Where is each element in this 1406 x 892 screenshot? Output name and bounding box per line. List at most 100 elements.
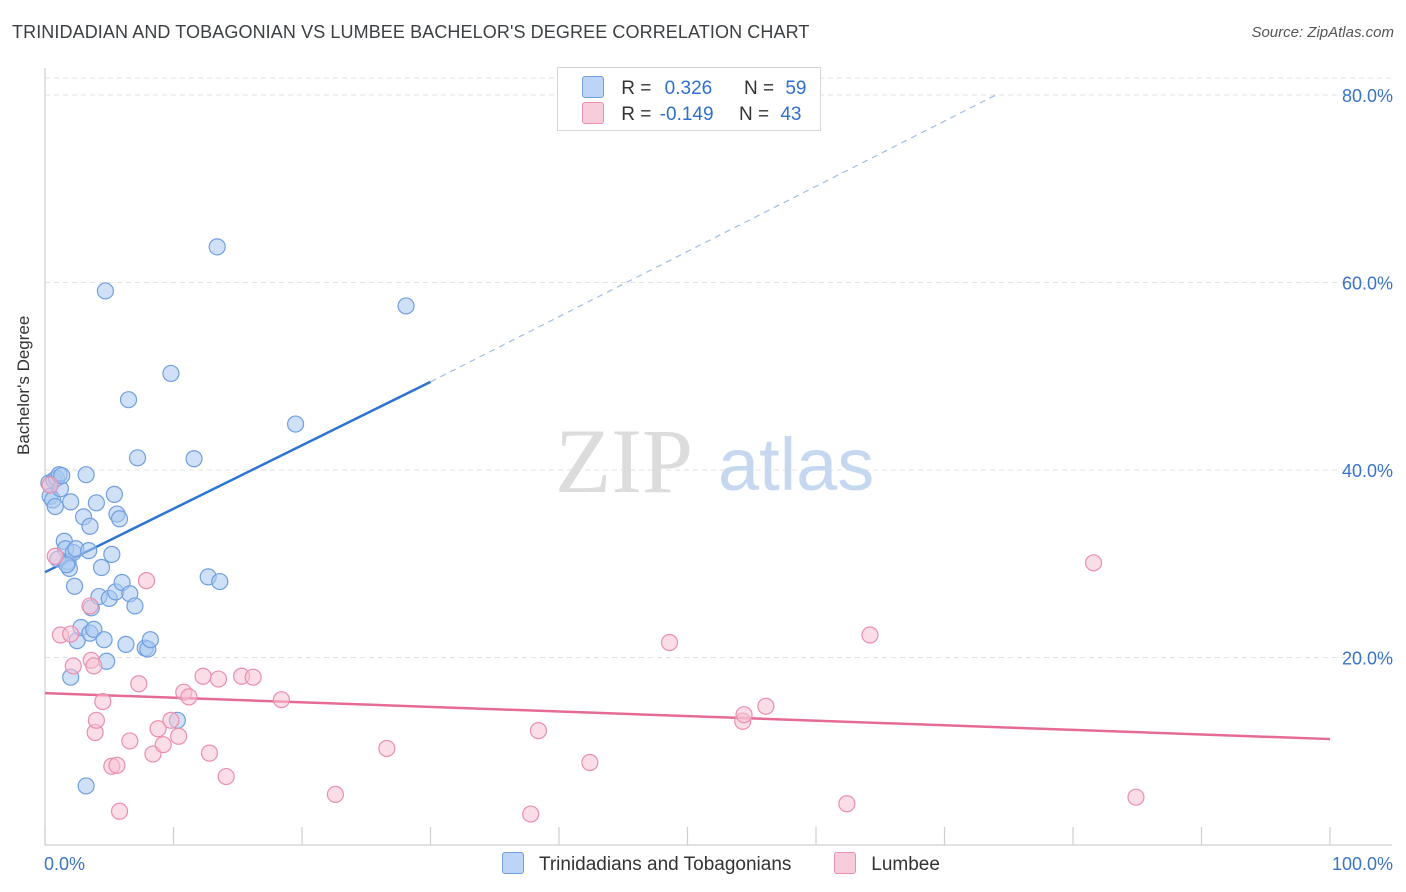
point-lumbee <box>194 667 212 685</box>
stats-row-trinidadian: R = 0.326 N = 59 <box>582 76 806 100</box>
point-trinidadian <box>141 631 159 649</box>
y-tick-label: 60.0% <box>1342 274 1393 294</box>
y-tick-label: 80.0% <box>1342 86 1393 106</box>
point-trinidadian <box>77 777 95 795</box>
point-lumbee <box>326 785 345 803</box>
point-trinidadian <box>126 597 144 615</box>
n-label: N = <box>738 104 770 125</box>
point-trinidadian <box>211 572 229 591</box>
point-trinidadian <box>208 238 226 256</box>
points-layer <box>40 238 1145 823</box>
point-lumbee <box>735 706 753 724</box>
point-lumbee <box>244 668 262 686</box>
x-tick-label-min: 0.0% <box>44 854 85 874</box>
trend-line-trinidadian-extension <box>430 94 997 383</box>
point-lumbee <box>130 675 148 693</box>
point-lumbee <box>162 711 180 729</box>
trend-layer <box>44 94 1331 741</box>
y-axis-label: Bachelor's Degree <box>14 315 33 455</box>
point-lumbee <box>217 767 235 786</box>
point-trinidadian <box>65 577 84 595</box>
point-lumbee <box>46 547 64 565</box>
point-trinidadian <box>96 282 114 300</box>
chart-title: TRINIDADIAN AND TOBAGONIAN VS LUMBEE BAC… <box>12 22 810 42</box>
tick-label-layer: 20.0% 40.0% 60.0% 80.0% 0.0% 100.0% <box>44 86 1393 874</box>
legend-item-lumbee: Lumbee <box>834 852 940 876</box>
point-lumbee <box>522 805 540 823</box>
point-lumbee <box>170 727 188 745</box>
point-lumbee <box>94 692 112 711</box>
point-lumbee <box>838 795 856 813</box>
trend-line-lumbee <box>44 691 1331 741</box>
point-lumbee <box>87 711 106 729</box>
point-trinidadian <box>162 364 180 383</box>
legend-swatch-pink <box>834 852 856 874</box>
y-tick-label: 20.0% <box>1342 649 1393 669</box>
point-trinidadian <box>95 631 113 649</box>
point-trinidadian <box>80 542 98 560</box>
grid-layer <box>45 77 1392 658</box>
point-lumbee <box>64 657 82 675</box>
point-lumbee <box>108 756 126 774</box>
point-trinidadian <box>128 449 147 467</box>
point-trinidadian <box>85 620 103 638</box>
point-lumbee <box>85 657 103 675</box>
stats-row-lumbee: R = -0.149 N = 43 <box>582 102 801 126</box>
y-tick-label: 40.0% <box>1342 461 1393 481</box>
point-lumbee <box>378 739 396 758</box>
source-label: Source: ZipAtlas.com <box>1251 24 1394 41</box>
point-trinidadian <box>105 485 123 503</box>
point-trinidadian <box>77 466 95 484</box>
point-lumbee <box>529 722 548 740</box>
r-label: R = <box>621 78 652 99</box>
point-trinidadian <box>397 297 415 315</box>
legend-swatch-pink <box>582 102 604 124</box>
point-lumbee <box>81 597 99 615</box>
legend-label: Lumbee <box>871 854 940 875</box>
point-trinidadian <box>117 635 135 653</box>
point-trinidadian <box>58 556 76 574</box>
point-trinidadian <box>185 450 203 468</box>
point-trinidadian <box>53 467 71 485</box>
point-lumbee <box>137 572 156 590</box>
point-trinidadian <box>46 497 64 516</box>
point-lumbee <box>200 744 219 762</box>
axis-layer <box>44 68 1392 846</box>
watermark-zip: ZIP <box>555 410 693 512</box>
point-trinidadian <box>81 517 99 535</box>
point-lumbee <box>180 688 198 706</box>
point-lumbee <box>660 633 679 652</box>
point-lumbee <box>581 753 599 772</box>
x-tick-label-max: 100.0% <box>1332 854 1393 874</box>
point-trinidadian <box>110 510 129 528</box>
legend-label: Trinidadians and Tobagonians <box>538 854 792 875</box>
point-trinidadian <box>286 415 305 433</box>
point-trinidadian <box>87 494 106 512</box>
point-lumbee <box>62 625 80 643</box>
point-trinidadian <box>119 391 138 409</box>
legend-swatch-blue <box>582 76 604 98</box>
legend-item-trinidadian: Trinidadians and Tobagonians <box>502 852 791 876</box>
watermark-atlas: atlas <box>718 423 874 506</box>
point-trinidadian <box>62 493 80 511</box>
point-trinidadian <box>103 545 121 563</box>
trend-line-trinidadian <box>44 380 432 574</box>
n-value: 43 <box>780 104 802 125</box>
legend-swatch-blue <box>502 852 524 874</box>
point-lumbee <box>209 670 228 688</box>
point-lumbee <box>110 802 129 820</box>
n-label: N = <box>743 78 775 99</box>
point-lumbee <box>1084 554 1103 572</box>
r-label: R = <box>621 104 652 125</box>
point-lumbee <box>149 720 167 738</box>
stats-legend: R = 0.326 N = 59 R = -0.149 N = 43 <box>557 67 821 131</box>
point-lumbee <box>154 736 172 754</box>
n-value: 59 <box>785 78 807 99</box>
point-trinidadian <box>92 558 111 577</box>
point-lumbee <box>861 626 879 644</box>
point-lumbee <box>757 697 775 715</box>
point-lumbee <box>41 476 59 494</box>
r-value: -0.149 <box>659 104 714 125</box>
point-lumbee <box>272 691 291 709</box>
